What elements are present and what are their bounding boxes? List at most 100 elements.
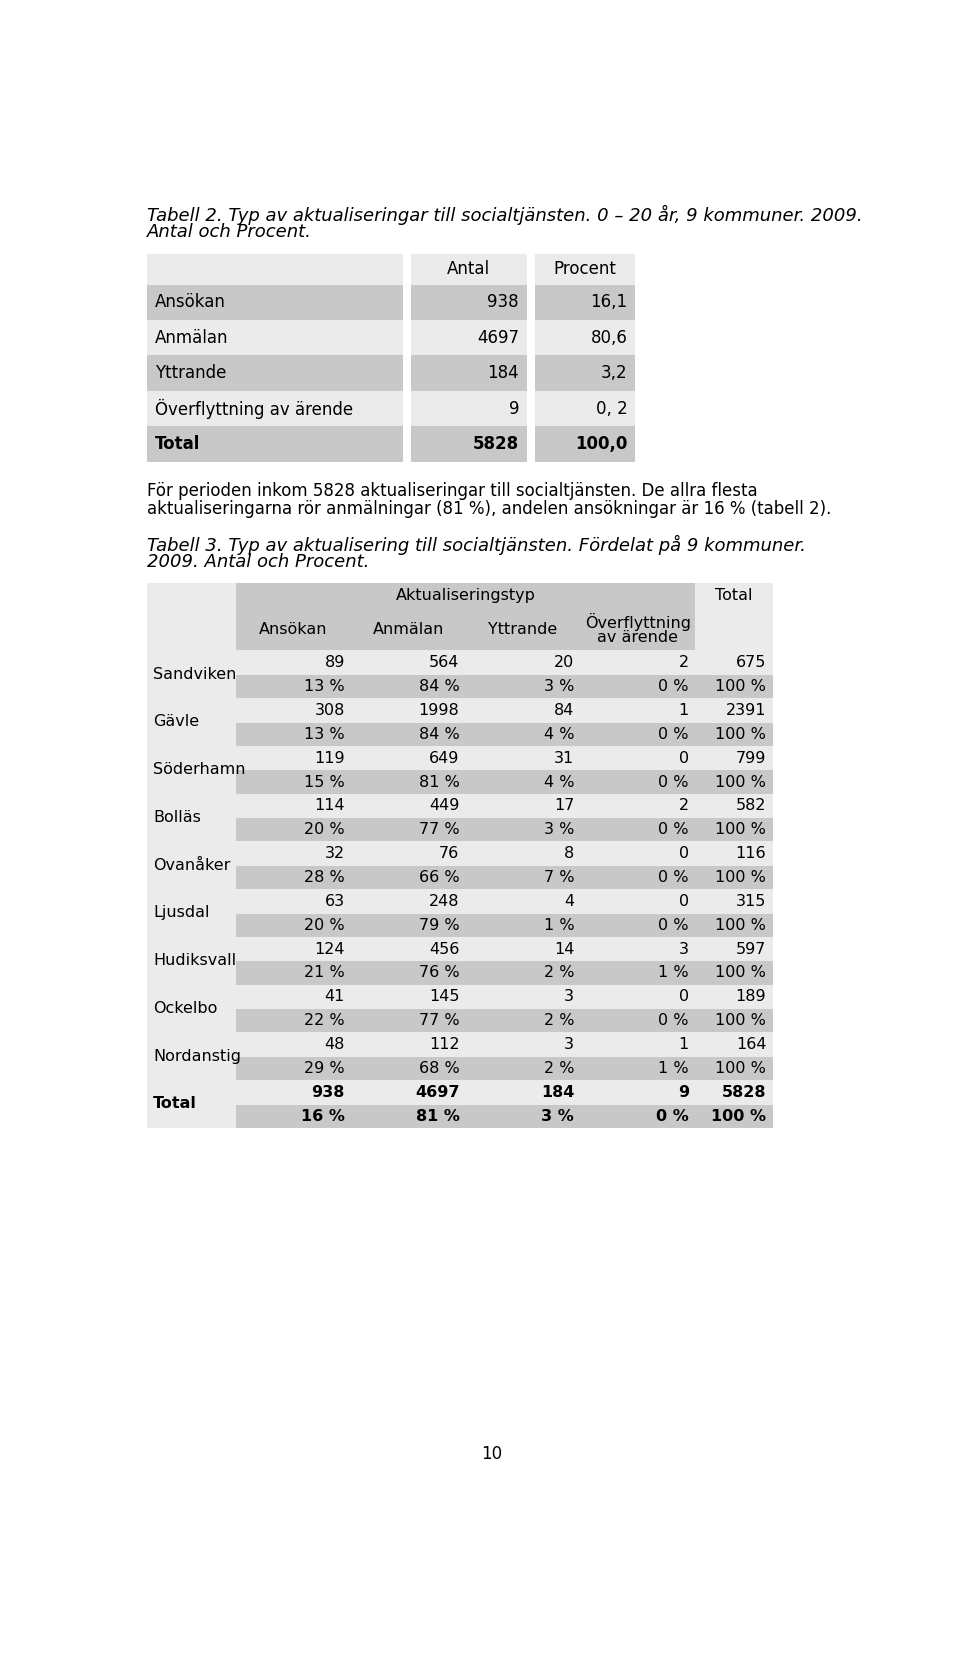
Text: 84: 84 bbox=[554, 703, 574, 717]
Bar bbox=[535, 255, 636, 284]
Text: 3: 3 bbox=[564, 990, 574, 1005]
Bar bbox=[236, 818, 351, 841]
Bar bbox=[466, 1031, 581, 1056]
Bar bbox=[236, 962, 351, 985]
Bar bbox=[581, 793, 695, 818]
Text: 1: 1 bbox=[679, 703, 689, 717]
Text: Hudiksvall: Hudiksvall bbox=[154, 954, 236, 969]
Text: Tabell 3. Typ av aktualisering till socialtjänsten. Fördelat på 9 kommuner.: Tabell 3. Typ av aktualisering till soci… bbox=[147, 536, 806, 555]
Text: Procent: Procent bbox=[554, 260, 616, 278]
Bar bbox=[695, 1010, 773, 1031]
Text: 0 %: 0 % bbox=[659, 869, 689, 884]
Bar bbox=[236, 746, 351, 770]
Bar bbox=[581, 1010, 695, 1031]
Text: 4697: 4697 bbox=[415, 1084, 460, 1099]
Text: 315: 315 bbox=[736, 894, 766, 909]
Text: Sandviken: Sandviken bbox=[154, 666, 237, 681]
Text: Överflyttning av ärende: Överflyttning av ärende bbox=[155, 398, 353, 418]
Text: av ärende: av ärende bbox=[597, 630, 678, 645]
Text: 80,6: 80,6 bbox=[590, 329, 628, 347]
Text: 100 %: 100 % bbox=[715, 869, 766, 884]
Text: 1: 1 bbox=[679, 1036, 689, 1051]
Bar bbox=[695, 650, 773, 674]
Bar bbox=[466, 1056, 581, 1079]
Bar bbox=[581, 841, 695, 866]
Bar bbox=[695, 914, 773, 937]
Text: 0, 2: 0, 2 bbox=[596, 400, 628, 418]
Bar bbox=[236, 1056, 351, 1079]
Text: 564: 564 bbox=[429, 655, 460, 669]
Bar bbox=[581, 889, 695, 914]
Bar bbox=[466, 962, 581, 985]
Bar bbox=[466, 914, 581, 937]
Bar bbox=[147, 321, 403, 355]
Text: 10: 10 bbox=[481, 1445, 503, 1463]
Text: aktualiseringarna rör anmälningar (81 %), andelen ansökningar är 16 % (tabell 2): aktualiseringarna rör anmälningar (81 %)… bbox=[147, 501, 831, 519]
Text: 16 %: 16 % bbox=[300, 1109, 345, 1124]
Bar bbox=[581, 1056, 695, 1079]
Text: 1 %: 1 % bbox=[659, 965, 689, 980]
Bar bbox=[147, 1031, 236, 1079]
Bar bbox=[466, 746, 581, 770]
Text: 3 %: 3 % bbox=[541, 1109, 574, 1124]
Text: 84 %: 84 % bbox=[419, 679, 460, 694]
Bar bbox=[466, 841, 581, 866]
Text: Total: Total bbox=[154, 1096, 197, 1111]
Text: Gävle: Gävle bbox=[154, 714, 200, 729]
Text: 15 %: 15 % bbox=[304, 775, 345, 790]
Text: 76 %: 76 % bbox=[419, 965, 460, 980]
Text: 0: 0 bbox=[679, 750, 689, 765]
Bar bbox=[351, 793, 466, 818]
Bar bbox=[236, 1031, 351, 1056]
Bar bbox=[351, 770, 466, 793]
Bar bbox=[236, 722, 351, 746]
Text: 799: 799 bbox=[736, 750, 766, 765]
Bar bbox=[147, 1079, 236, 1127]
Text: 28 %: 28 % bbox=[304, 869, 345, 884]
Text: 5828: 5828 bbox=[722, 1084, 766, 1099]
Text: 20: 20 bbox=[554, 655, 574, 669]
Text: För perioden inkom 5828 aktualiseringar till socialtjänsten. De allra flesta: För perioden inkom 5828 aktualiseringar … bbox=[147, 483, 757, 499]
Text: 649: 649 bbox=[429, 750, 460, 765]
Text: 77 %: 77 % bbox=[419, 822, 460, 838]
Text: Ovanåker: Ovanåker bbox=[154, 858, 230, 873]
Text: 0 %: 0 % bbox=[659, 775, 689, 790]
Bar bbox=[411, 355, 527, 390]
Bar bbox=[411, 284, 527, 321]
Text: Aktualiseringstyp: Aktualiseringstyp bbox=[396, 588, 536, 603]
Text: Anmälan: Anmälan bbox=[372, 622, 444, 636]
Bar bbox=[147, 937, 236, 985]
Text: Ockelbo: Ockelbo bbox=[154, 1002, 218, 1017]
Bar bbox=[695, 818, 773, 841]
Text: 84 %: 84 % bbox=[419, 727, 460, 742]
Bar bbox=[351, 608, 466, 650]
Bar bbox=[581, 1031, 695, 1056]
Text: 20 %: 20 % bbox=[304, 822, 345, 838]
Text: 48: 48 bbox=[324, 1036, 345, 1051]
Text: 77 %: 77 % bbox=[419, 1013, 460, 1028]
Bar bbox=[236, 889, 351, 914]
Text: 0 %: 0 % bbox=[659, 917, 689, 932]
Text: 20 %: 20 % bbox=[304, 917, 345, 932]
Bar bbox=[351, 1056, 466, 1079]
Bar bbox=[581, 770, 695, 793]
Text: 2391: 2391 bbox=[726, 703, 766, 717]
Text: 4 %: 4 % bbox=[543, 727, 574, 742]
Bar bbox=[695, 1079, 773, 1104]
Bar bbox=[351, 698, 466, 722]
Bar bbox=[581, 722, 695, 746]
Bar bbox=[466, 1079, 581, 1104]
Text: 2 %: 2 % bbox=[543, 965, 574, 980]
Text: 449: 449 bbox=[429, 798, 460, 813]
Bar bbox=[236, 650, 351, 674]
Text: 3: 3 bbox=[679, 942, 689, 957]
Text: 938: 938 bbox=[488, 293, 519, 311]
Bar bbox=[466, 889, 581, 914]
Text: 66 %: 66 % bbox=[419, 869, 460, 884]
Bar bbox=[351, 746, 466, 770]
Text: 14: 14 bbox=[554, 942, 574, 957]
Bar bbox=[147, 746, 236, 793]
Text: 13 %: 13 % bbox=[304, 727, 345, 742]
Text: 100,0: 100,0 bbox=[575, 435, 628, 453]
Bar bbox=[535, 284, 636, 321]
